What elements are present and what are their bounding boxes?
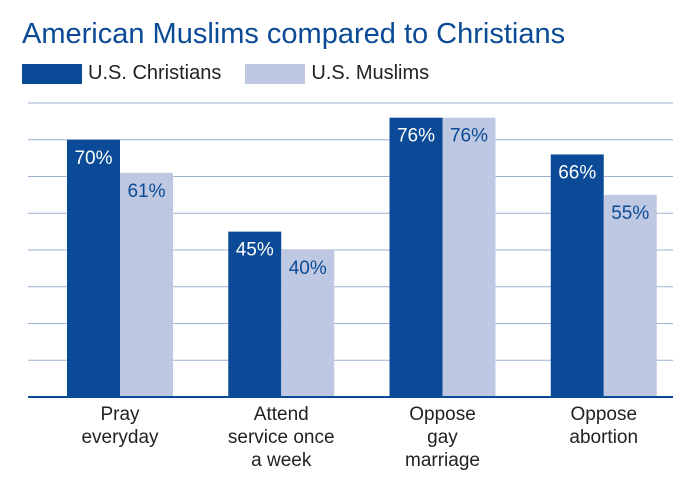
- legend-swatch-muslims: [245, 63, 306, 84]
- data-label: 40%: [289, 258, 327, 279]
- bar-muslims: [442, 117, 496, 397]
- category-label: marriage: [405, 450, 480, 471]
- legend-item-christians: U.S. Christians: [22, 62, 221, 85]
- chart-title: American Muslims compared to Christians: [22, 18, 566, 50]
- data-label: 70%: [74, 148, 112, 169]
- legend-label-christians: U.S. Christians: [88, 62, 222, 84]
- data-label: 45%: [236, 240, 274, 261]
- data-label: 61%: [127, 181, 165, 202]
- category-label: gay: [427, 427, 458, 448]
- legend-label-muslims: U.S. Muslims: [311, 62, 430, 84]
- data-label: 66%: [558, 162, 596, 183]
- bar-christians: [550, 154, 604, 397]
- legend: U.S. Christians U.S. Muslims: [22, 62, 453, 85]
- category-label: abortion: [569, 427, 638, 448]
- bar-muslims: [603, 194, 657, 397]
- legend-swatch-christians: [22, 63, 82, 84]
- category-label: Attend: [254, 404, 309, 425]
- bar-christians: [389, 117, 443, 397]
- data-label: 76%: [450, 126, 488, 147]
- category-label: Oppose: [409, 404, 476, 425]
- category-label: Oppose: [570, 404, 637, 425]
- bar-muslims: [281, 250, 335, 397]
- bar-christians: [228, 231, 282, 397]
- bar-muslims: [120, 172, 173, 397]
- category-label: a week: [251, 450, 312, 471]
- bar-christians: [67, 139, 120, 397]
- category-label: Pray: [100, 404, 140, 425]
- data-label: 76%: [397, 126, 435, 147]
- category-label: everyday: [81, 427, 159, 448]
- data-label: 55%: [611, 203, 649, 224]
- category-label: service once: [228, 427, 335, 448]
- legend-item-muslims: U.S. Muslims: [245, 62, 429, 85]
